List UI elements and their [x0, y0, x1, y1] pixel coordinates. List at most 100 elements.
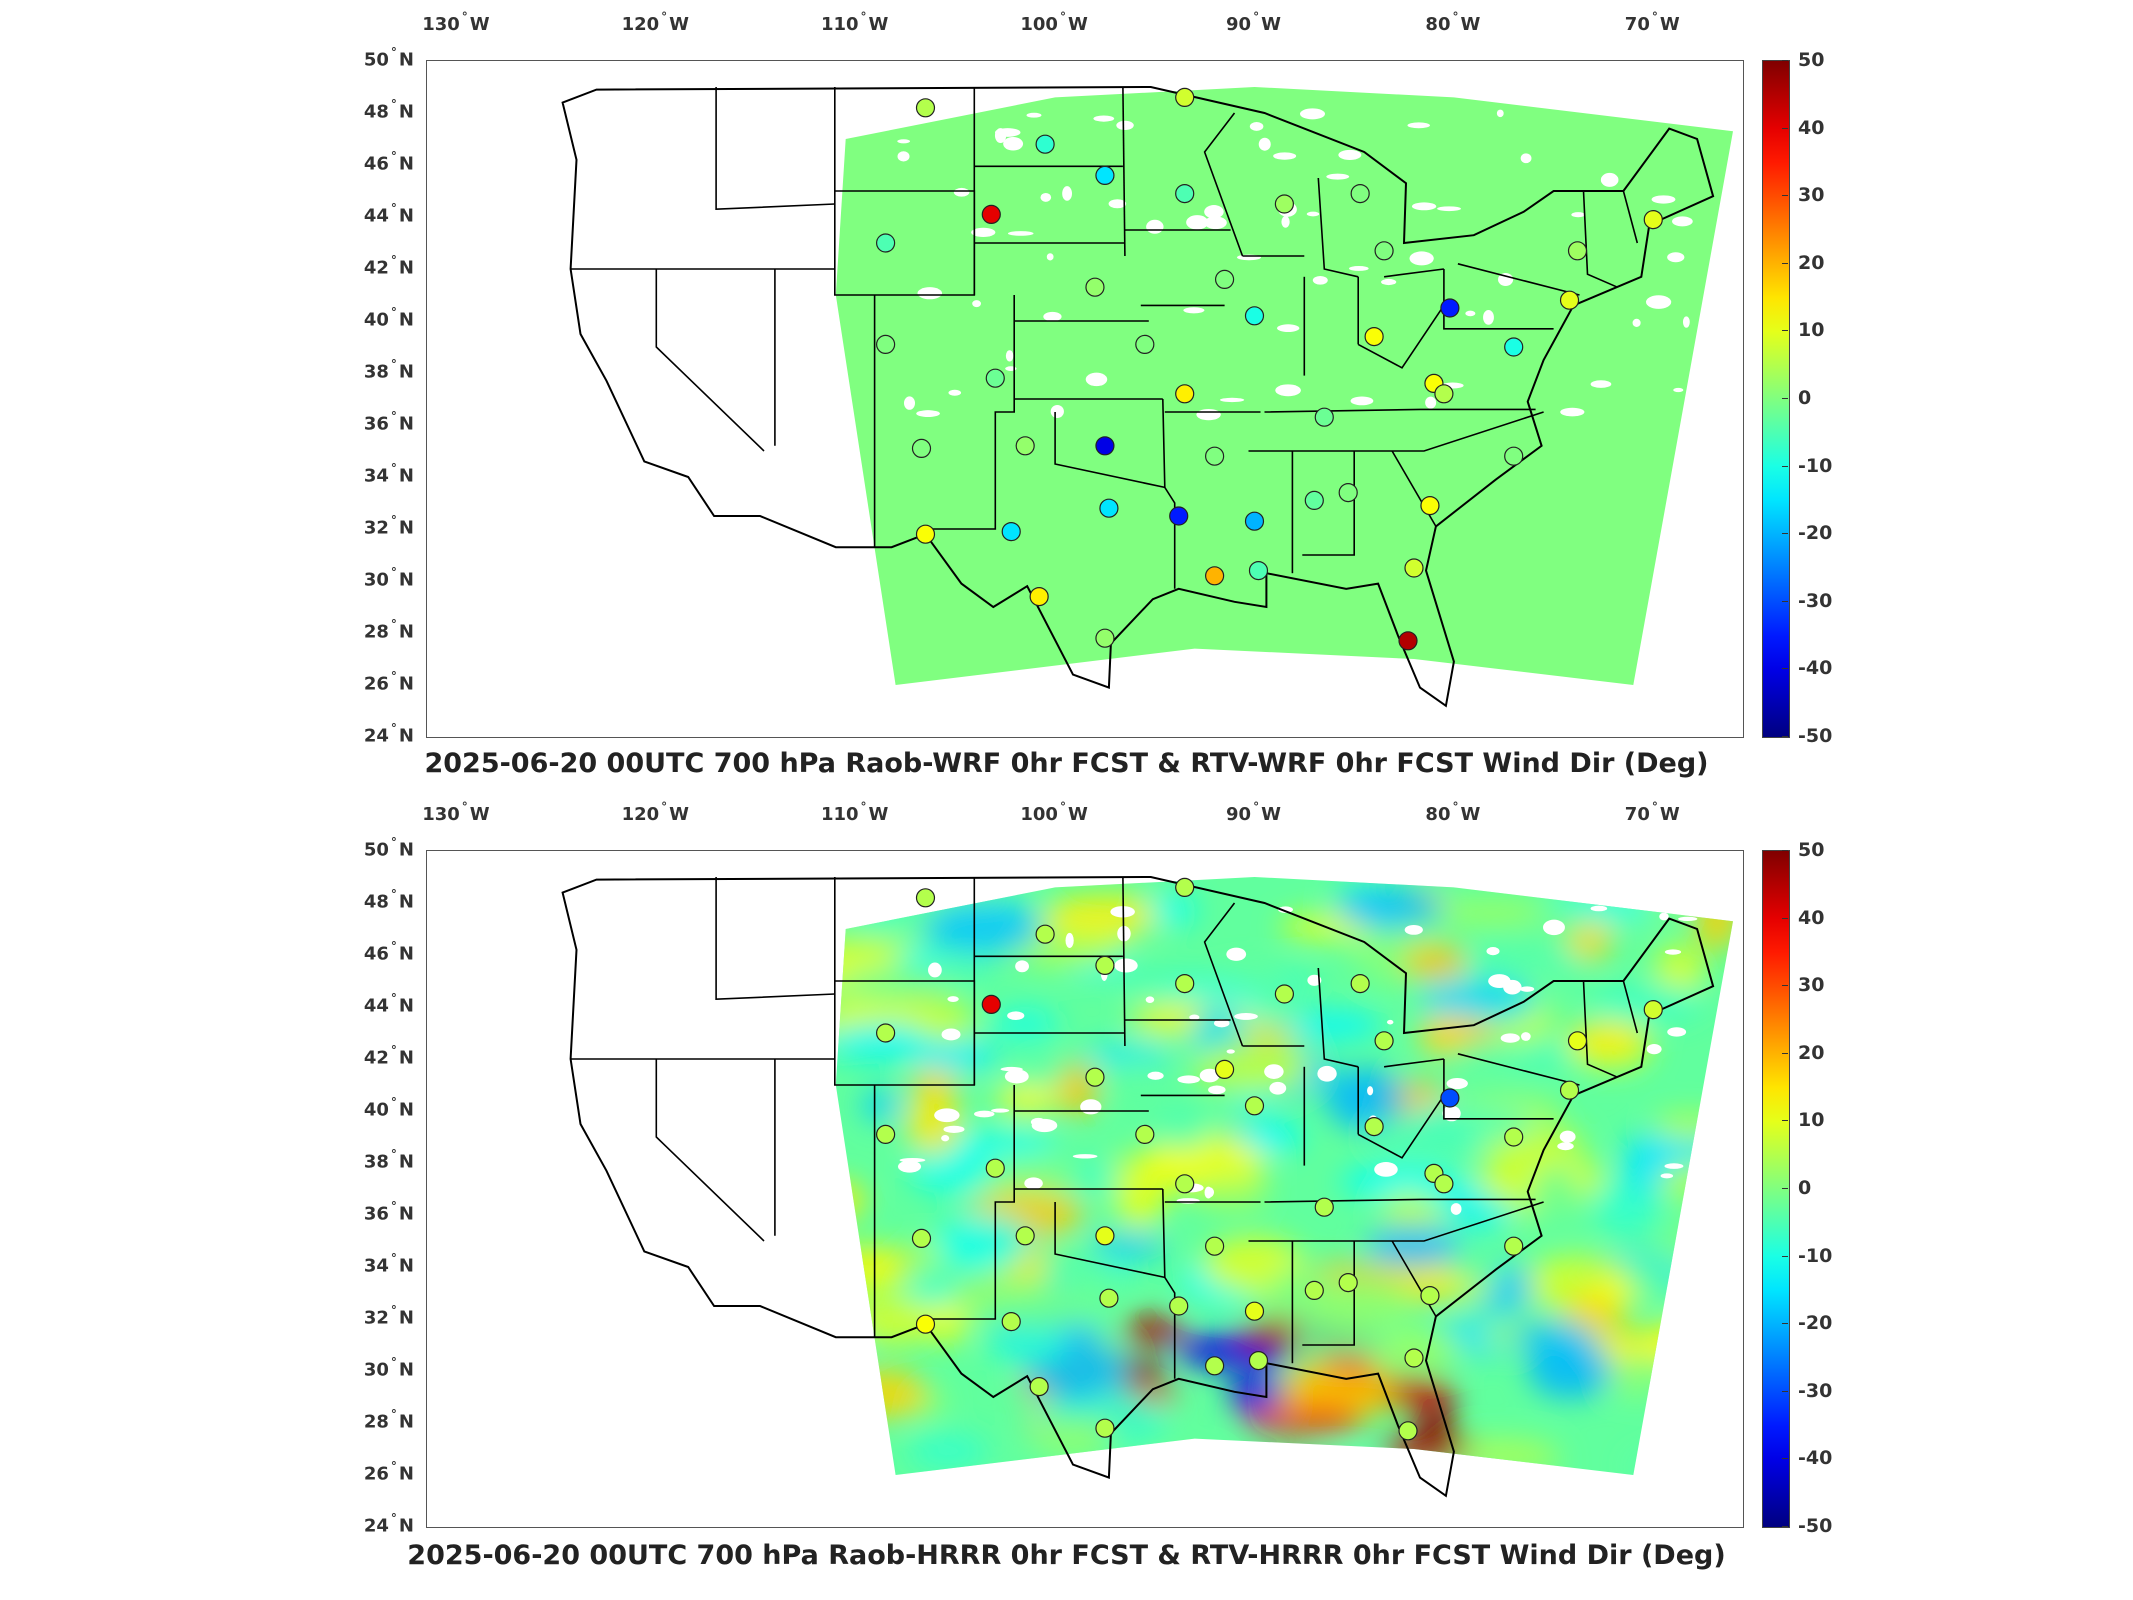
field-blob [861, 1090, 902, 1121]
field-blob [1657, 1112, 1733, 1142]
field-blob [1032, 1419, 1114, 1457]
data-gap [972, 300, 981, 308]
state-border [834, 190, 976, 296]
field-blob [946, 944, 993, 986]
field-blob [1532, 1165, 1581, 1227]
data-gap [1306, 211, 1320, 217]
colorbar-tick-label: 10 [1798, 1109, 1825, 1132]
station-marker [1205, 1356, 1225, 1376]
station-marker [1175, 1174, 1195, 1194]
data-gap [1204, 1186, 1213, 1199]
field-blob [1623, 1258, 1672, 1298]
latitude-tick-label: 26 ° N [363, 1459, 414, 1485]
latitude-tick-label: 36 ° N [363, 1199, 414, 1225]
station-marker [1248, 1351, 1269, 1371]
data-gap [1560, 407, 1585, 417]
longitude-tick-label: 100 ° W [1020, 800, 1088, 825]
station-marker [1504, 1127, 1524, 1147]
data-gap [1208, 1085, 1226, 1095]
station-marker [1304, 1280, 1324, 1300]
colorbar-tick-label: -40 [1798, 657, 1833, 680]
colorbar-tick-mark [1782, 1390, 1788, 1392]
data-gap [1386, 1019, 1394, 1025]
data-gap [1273, 152, 1297, 160]
coastline [561, 875, 1715, 1498]
station-marker [1095, 955, 1115, 976]
field-blob [916, 1039, 1000, 1073]
colorbar-tick-mark [1782, 195, 1788, 197]
station-marker [1559, 290, 1580, 310]
colorbar-tick-label: -30 [1798, 1379, 1833, 1402]
station-marker [1559, 1080, 1580, 1100]
station-marker [1434, 1174, 1454, 1194]
station-marker [1035, 134, 1055, 154]
state-border [1357, 1094, 1445, 1159]
station-marker [1015, 436, 1035, 456]
colorbar-tick-mark [1782, 1120, 1788, 1122]
state-border [1443, 1059, 1554, 1120]
data-gap [941, 1135, 950, 1142]
data-gap [1483, 309, 1494, 325]
station-marker [1095, 1226, 1115, 1246]
station-marker [915, 1314, 936, 1334]
state-border [1457, 263, 1580, 296]
data-gap [1050, 405, 1064, 419]
colorbar-tick-mark [1782, 1188, 1788, 1189]
data-gap [1281, 215, 1290, 228]
field-blob [1113, 1056, 1160, 1112]
station-marker [1350, 184, 1370, 204]
state-border [1443, 269, 1554, 330]
data-gap [1672, 216, 1693, 227]
latitude-tick-label: 50 ° N [363, 45, 414, 71]
state-border [1264, 1198, 1536, 1203]
data-gap [991, 1108, 1010, 1113]
station-marker [1169, 1296, 1189, 1316]
data-gap [1407, 122, 1430, 129]
station-marker [1205, 1236, 1225, 1256]
data-gap [1404, 924, 1423, 935]
latitude-tick-label: 42 ° N [363, 253, 414, 279]
colorbar-tick-mark [1782, 736, 1788, 737]
station-marker [1244, 511, 1265, 531]
state-border [1317, 177, 1359, 278]
data-gap [1664, 949, 1682, 955]
map-svg [561, 875, 1733, 1498]
colorbar-tick-mark [1782, 668, 1788, 670]
data-gap [1520, 153, 1532, 164]
colorbar-tick-label: -30 [1798, 589, 1833, 612]
station-marker [1398, 1421, 1418, 1441]
station-marker [915, 888, 936, 908]
station-marker [985, 368, 1005, 388]
longitude-tick-label: 80 ° W [1425, 800, 1481, 825]
station-marker [1434, 384, 1454, 404]
longitude-tick-label: 90 ° W [1226, 800, 1281, 825]
data-gap [1116, 120, 1134, 131]
state-border [715, 87, 835, 211]
state-border [1248, 411, 1544, 452]
colorbar-tick-label: 40 [1798, 906, 1825, 929]
state-border [1357, 304, 1445, 369]
station-marker [1214, 269, 1235, 289]
state-border [1317, 967, 1359, 1068]
data-gap [1226, 1049, 1235, 1054]
data-gap [1496, 109, 1504, 118]
latitude-tick-label: 46 ° N [363, 939, 414, 965]
field-blob [911, 1066, 959, 1101]
station-marker [1274, 194, 1294, 214]
latitude-tick-label: 24 ° N [363, 1511, 414, 1537]
field-blob [926, 1303, 969, 1344]
state-border [1054, 412, 1165, 489]
latitude-tick-label: 38 ° N [363, 1147, 414, 1173]
field-blob [933, 1213, 1030, 1272]
data-gap [1196, 409, 1221, 421]
data-gap [1183, 307, 1205, 314]
map-title: 2025-06-20 00UTC 700 hPa Raob-HRRR 0hr F… [407, 1540, 1726, 1571]
station-marker [1643, 1000, 1663, 1020]
longitude-tick-label: 130 ° W [422, 800, 490, 825]
coastline [561, 85, 1715, 708]
latitude-tick-label: 24 ° N [363, 721, 414, 747]
station-marker [1338, 1273, 1358, 1293]
colorbar-tick-mark [1782, 917, 1788, 919]
field-blob [835, 1180, 865, 1221]
colorbar-tick-label: 50 [1798, 49, 1825, 71]
